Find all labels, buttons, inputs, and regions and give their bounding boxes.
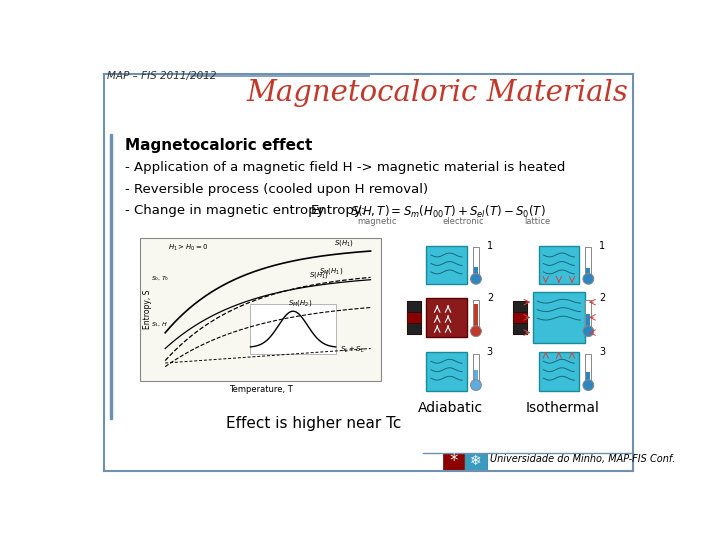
Circle shape — [583, 380, 594, 390]
Bar — [473, 247, 479, 275]
Bar — [513, 301, 527, 312]
Text: $S(H,T)=S_m(H_{00}T)+S_{el}(T)-S_0(T)$: $S(H,T)=S_m(H_{00}T)+S_{el}(T)-S_0(T)$ — [350, 204, 545, 220]
Text: ❄: ❄ — [470, 454, 482, 468]
Bar — [474, 267, 478, 274]
Bar — [407, 323, 421, 334]
Bar — [473, 300, 479, 327]
Text: Magnetocaloric effect: Magnetocaloric effect — [125, 138, 312, 153]
Text: $S_M(H_2)$: $S_M(H_2)$ — [289, 298, 312, 308]
Bar — [585, 247, 591, 275]
Circle shape — [471, 326, 482, 336]
Bar — [251, 303, 336, 354]
Circle shape — [471, 380, 482, 390]
Text: MAP – FIS 2011/2012: MAP – FIS 2011/2012 — [107, 71, 217, 81]
Text: Temperature, T: Temperature, T — [229, 385, 292, 394]
Text: lattice: lattice — [524, 217, 550, 226]
Bar — [586, 372, 590, 381]
Bar — [110, 134, 112, 419]
Bar — [426, 298, 467, 336]
Text: *: * — [449, 453, 458, 470]
Text: $H_1 > H_0 = 0$: $H_1 > H_0 = 0$ — [168, 242, 208, 253]
Circle shape — [583, 326, 594, 336]
Text: - Change in magnetic entropy: - Change in magnetic entropy — [125, 204, 325, 217]
Text: 2: 2 — [599, 293, 606, 303]
Bar — [407, 301, 421, 312]
Circle shape — [583, 273, 594, 284]
Text: $S_1, H$: $S_1, H$ — [151, 320, 168, 329]
Bar — [140, 238, 381, 381]
Bar — [533, 292, 585, 343]
Text: 3: 3 — [599, 347, 606, 357]
Text: Magnetocaloric Materials: Magnetocaloric Materials — [247, 79, 629, 107]
Text: 2: 2 — [487, 293, 493, 303]
Bar — [426, 246, 467, 284]
Bar — [586, 314, 590, 327]
Text: Effect is higher near Tc: Effect is higher near Tc — [225, 416, 401, 431]
Bar — [465, 453, 487, 470]
Text: Universidade do Minho, MAP-FIS Conf.: Universidade do Minho, MAP-FIS Conf. — [490, 455, 675, 464]
Bar — [426, 352, 467, 390]
Text: - Reversible process (cooled upon H removal): - Reversible process (cooled upon H remo… — [125, 183, 428, 195]
Bar — [474, 370, 478, 381]
Text: $S_L+S_E$: $S_L+S_E$ — [340, 345, 365, 355]
Bar — [585, 354, 591, 381]
Text: $S(H_1)$: $S(H_1)$ — [333, 238, 354, 248]
Bar — [586, 268, 590, 274]
Text: Adiabatic: Adiabatic — [418, 401, 483, 415]
Bar — [513, 323, 527, 334]
Circle shape — [471, 273, 482, 284]
Bar — [539, 246, 579, 284]
Text: 1: 1 — [599, 241, 606, 251]
Bar — [473, 354, 479, 381]
Bar — [407, 301, 421, 334]
Text: Entropy, S: Entropy, S — [143, 289, 152, 328]
Text: $S(H_1)$: $S(H_1)$ — [309, 270, 329, 280]
Bar — [474, 304, 478, 327]
Text: electronic: electronic — [443, 217, 485, 226]
Bar — [539, 352, 579, 390]
Text: $S_M(H_1)$: $S_M(H_1)$ — [319, 266, 343, 276]
Bar — [513, 301, 527, 334]
Text: 3: 3 — [487, 347, 493, 357]
Bar — [585, 300, 591, 327]
Text: $S_0, T_0$: $S_0, T_0$ — [151, 274, 170, 283]
Text: Entropy:: Entropy: — [311, 204, 366, 217]
Bar — [443, 453, 464, 470]
Bar — [140, 238, 381, 381]
Text: 1: 1 — [487, 241, 493, 251]
Text: - Application of a magnetic field H -> magnetic material is heated: - Application of a magnetic field H -> m… — [125, 161, 565, 174]
Text: Isothermal: Isothermal — [526, 401, 600, 415]
Text: magnetic: magnetic — [357, 217, 397, 226]
